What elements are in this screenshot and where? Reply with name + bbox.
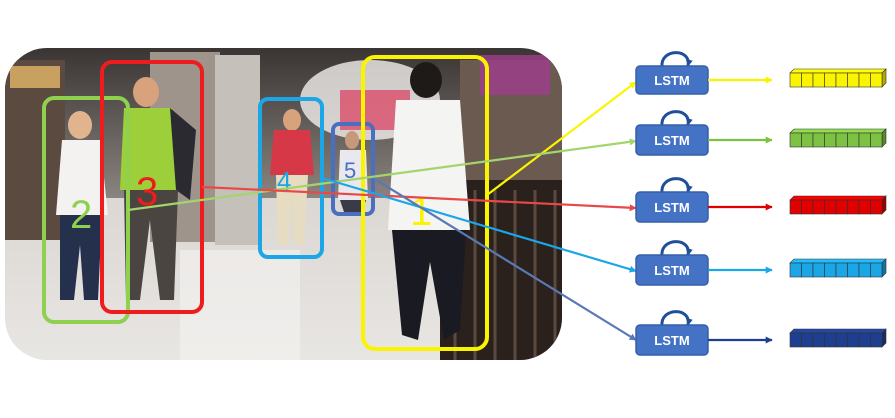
track-to-lstm-connections (127, 81, 637, 341)
recurrent-loop-icon (660, 110, 693, 127)
feature-cell (835, 332, 848, 348)
bbox-track-5 (331, 122, 375, 216)
feature-cell (870, 262, 883, 278)
feature-cell (847, 72, 860, 88)
lstm-column: LSTM LSTM LSTM LSTM LSTM (635, 51, 709, 356)
feature-cell (801, 262, 814, 278)
feature-vector-4 (789, 258, 887, 278)
feature-cell (812, 199, 825, 215)
feature-cell (812, 262, 825, 278)
lstm-block-1: LSTM (635, 51, 709, 95)
feature-cell (812, 72, 825, 88)
lstm-block-4: LSTM (635, 240, 709, 286)
lstm-output-arrows (708, 76, 773, 344)
feature-vector-5 (789, 328, 887, 348)
feature-cell (824, 132, 837, 148)
feature-cell (801, 132, 814, 148)
lstm-label-3: LSTM (654, 200, 689, 215)
connection-track-5 (372, 177, 637, 341)
feature-cell (812, 332, 825, 348)
feature-cell (870, 332, 883, 348)
feature-cell (789, 72, 802, 88)
feature-cell (847, 132, 860, 148)
feature-cell (835, 262, 848, 278)
feature-cell (789, 132, 802, 148)
feature-cell (847, 332, 860, 348)
track-label-2: 2 (70, 193, 92, 237)
track-label-1: 1 (410, 190, 432, 234)
recurrent-loop-icon (660, 51, 693, 68)
connection-track-3 (201, 185, 637, 212)
lstm-block-2: LSTM (635, 110, 709, 156)
feature-cell (824, 72, 837, 88)
lstm-block-3: LSTM (635, 177, 709, 223)
track-label-5: 5 (344, 158, 356, 183)
feature-cell (858, 72, 871, 88)
lstm-label-4: LSTM (654, 263, 689, 278)
feature-cell (847, 199, 860, 215)
feature-cell (812, 132, 825, 148)
track-label-3: 3 (136, 170, 158, 214)
feature-cell (858, 132, 871, 148)
recurrent-loop-icon (660, 310, 693, 327)
bbox-track-1 (361, 55, 489, 351)
feature-cell (824, 332, 837, 348)
feature-cell (824, 262, 837, 278)
lstm-label-2: LSTM (654, 133, 689, 148)
feature-vectors (789, 68, 887, 348)
recurrent-loop-icon (660, 240, 693, 257)
feature-cell (870, 132, 883, 148)
feature-cell (789, 262, 802, 278)
recurrent-loop-icon (660, 177, 693, 194)
feature-cell (858, 262, 871, 278)
feature-cell (789, 332, 802, 348)
feature-vector-3 (789, 195, 887, 215)
feature-cell (858, 332, 871, 348)
feature-cell (835, 199, 848, 215)
feature-cell (847, 262, 860, 278)
feature-vector-2 (789, 128, 887, 148)
lstm-label-5: LSTM (654, 333, 689, 348)
feature-cell (801, 332, 814, 348)
feature-cell (824, 199, 837, 215)
feature-cell (789, 199, 802, 215)
feature-vector-1 (789, 68, 887, 88)
feature-cell (801, 199, 814, 215)
feature-cell (801, 72, 814, 88)
connection-track-1 (486, 81, 637, 196)
connection-track-4 (321, 176, 637, 273)
feature-cell (870, 72, 883, 88)
feature-cell (835, 72, 848, 88)
feature-cell (870, 199, 883, 215)
lstm-block-5: LSTM (635, 310, 709, 356)
lstm-label-1: LSTM (654, 73, 689, 88)
bbox-track-2 (42, 96, 130, 324)
feature-cell (835, 132, 848, 148)
feature-cell (858, 199, 871, 215)
connection-track-2 (127, 138, 637, 212)
